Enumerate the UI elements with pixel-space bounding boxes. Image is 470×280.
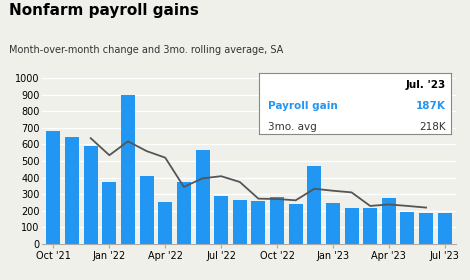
Bar	[47, 131, 61, 244]
Bar	[196, 150, 210, 244]
Text: 3mo. avg: 3mo. avg	[268, 122, 317, 132]
Bar	[65, 137, 79, 244]
Bar	[251, 201, 266, 244]
Bar	[214, 196, 228, 244]
Bar	[102, 183, 117, 244]
Bar	[363, 208, 377, 244]
Text: 187K: 187K	[415, 101, 446, 111]
Bar	[84, 146, 98, 244]
Text: Month-over-month change and 3mo. rolling average, SA: Month-over-month change and 3mo. rolling…	[9, 45, 284, 55]
Text: Jul. '23: Jul. '23	[405, 80, 446, 90]
Bar	[326, 203, 340, 244]
Bar	[438, 213, 452, 244]
Bar	[419, 213, 433, 244]
Bar	[177, 183, 191, 244]
Bar	[158, 202, 172, 244]
Bar	[382, 198, 396, 244]
Bar	[400, 212, 415, 244]
Bar	[345, 208, 359, 244]
Bar	[289, 204, 303, 244]
Text: Nonfarm payroll gains: Nonfarm payroll gains	[9, 3, 199, 18]
Bar	[140, 176, 154, 244]
Bar	[121, 95, 135, 244]
Text: 218K: 218K	[419, 122, 446, 132]
Bar	[307, 166, 321, 244]
Text: Payroll gain: Payroll gain	[268, 101, 338, 111]
Bar	[270, 197, 284, 244]
Bar	[233, 200, 247, 244]
